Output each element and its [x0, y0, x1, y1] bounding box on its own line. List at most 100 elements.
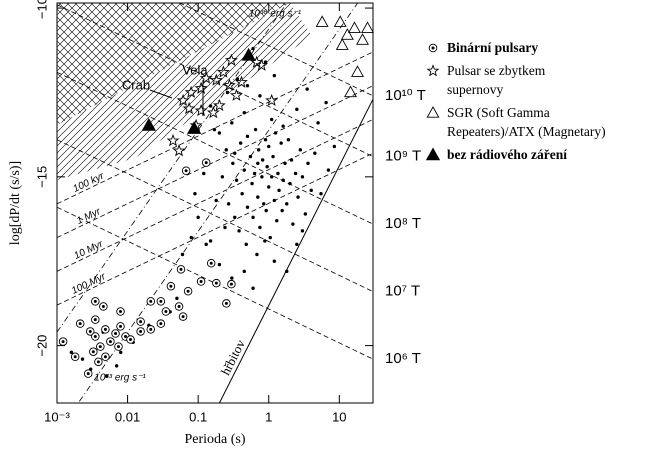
point — [326, 168, 331, 172]
point — [242, 269, 246, 274]
point — [212, 127, 217, 132]
point — [303, 212, 308, 216]
point — [99, 302, 108, 311]
point — [222, 78, 236, 91]
point — [204, 242, 208, 247]
point — [111, 329, 120, 338]
point — [279, 141, 283, 145]
point — [260, 175, 264, 179]
point — [267, 185, 271, 189]
point — [280, 208, 284, 213]
point — [251, 215, 255, 220]
point — [281, 124, 285, 128]
annotation: Vela — [182, 62, 208, 77]
point — [248, 154, 253, 159]
point-center — [139, 320, 143, 324]
point — [272, 198, 277, 203]
point — [224, 53, 238, 66]
point — [141, 118, 156, 131]
point-center — [91, 350, 95, 354]
point-center — [93, 335, 97, 339]
edot-label: 10³⁶ erg s⁻¹ — [249, 9, 302, 20]
point — [161, 307, 171, 316]
series — [166, 53, 279, 157]
point — [245, 134, 250, 139]
series — [69, 46, 337, 378]
plot-frame — [56, 2, 374, 404]
point-center — [103, 355, 107, 359]
point — [277, 188, 281, 193]
point — [156, 319, 166, 328]
point — [193, 192, 197, 196]
reference-line — [57, 3, 288, 333]
point — [262, 202, 266, 206]
x-tick-label: 1 — [265, 409, 272, 424]
point — [136, 327, 145, 336]
point — [178, 312, 188, 321]
point — [316, 121, 320, 125]
point — [251, 286, 255, 290]
age-label: 1 Myr — [75, 206, 103, 227]
point-center — [179, 267, 183, 271]
point — [237, 229, 241, 233]
point — [182, 101, 196, 115]
point — [126, 335, 135, 344]
y-tick-label: −15 — [34, 166, 49, 188]
point — [217, 131, 222, 135]
point — [256, 195, 260, 199]
point — [309, 188, 313, 193]
point-center — [98, 345, 102, 349]
b-field-label: 10⁸ T — [385, 215, 421, 232]
point — [222, 299, 231, 308]
point — [114, 342, 123, 351]
reference-line — [57, 85, 373, 238]
point — [263, 138, 268, 142]
point — [319, 192, 323, 196]
point — [70, 352, 80, 362]
point-center — [214, 281, 218, 285]
point — [226, 202, 231, 206]
point — [101, 325, 110, 334]
legend-label: Binární pulsary — [447, 40, 539, 55]
b-field-label: 10⁹ T — [385, 148, 421, 165]
point — [230, 276, 234, 280]
point-center — [103, 327, 107, 331]
point — [91, 332, 100, 341]
age-label: 10 Myr — [72, 238, 105, 261]
point-center — [93, 299, 97, 303]
legend-item: Pulsar se zbytkem supernovy — [425, 61, 637, 99]
reference-line — [77, 3, 359, 403]
point-center — [431, 46, 435, 50]
point — [305, 87, 309, 91]
point — [216, 65, 230, 78]
point — [250, 181, 254, 186]
point — [250, 55, 264, 68]
point — [267, 144, 271, 149]
point — [183, 287, 193, 296]
legend-item: bez rádiového záření — [425, 145, 637, 164]
point — [91, 315, 100, 324]
b-field-label: 10⁷ T — [385, 283, 420, 300]
point — [242, 111, 246, 115]
point — [361, 21, 375, 33]
point — [333, 15, 347, 27]
x-tick-label: 0.1 — [189, 409, 207, 424]
point — [176, 265, 186, 274]
point — [256, 161, 260, 166]
point — [265, 165, 269, 169]
point — [269, 175, 274, 179]
point — [189, 235, 194, 240]
point — [315, 15, 329, 27]
point — [264, 208, 268, 213]
point — [194, 103, 208, 117]
point — [300, 229, 305, 233]
legend-marker — [426, 106, 440, 118]
point — [252, 171, 257, 176]
point — [75, 319, 85, 328]
point — [209, 73, 223, 86]
point-center — [116, 345, 120, 349]
regions — [57, 3, 312, 180]
point — [146, 297, 156, 306]
point — [426, 64, 440, 77]
